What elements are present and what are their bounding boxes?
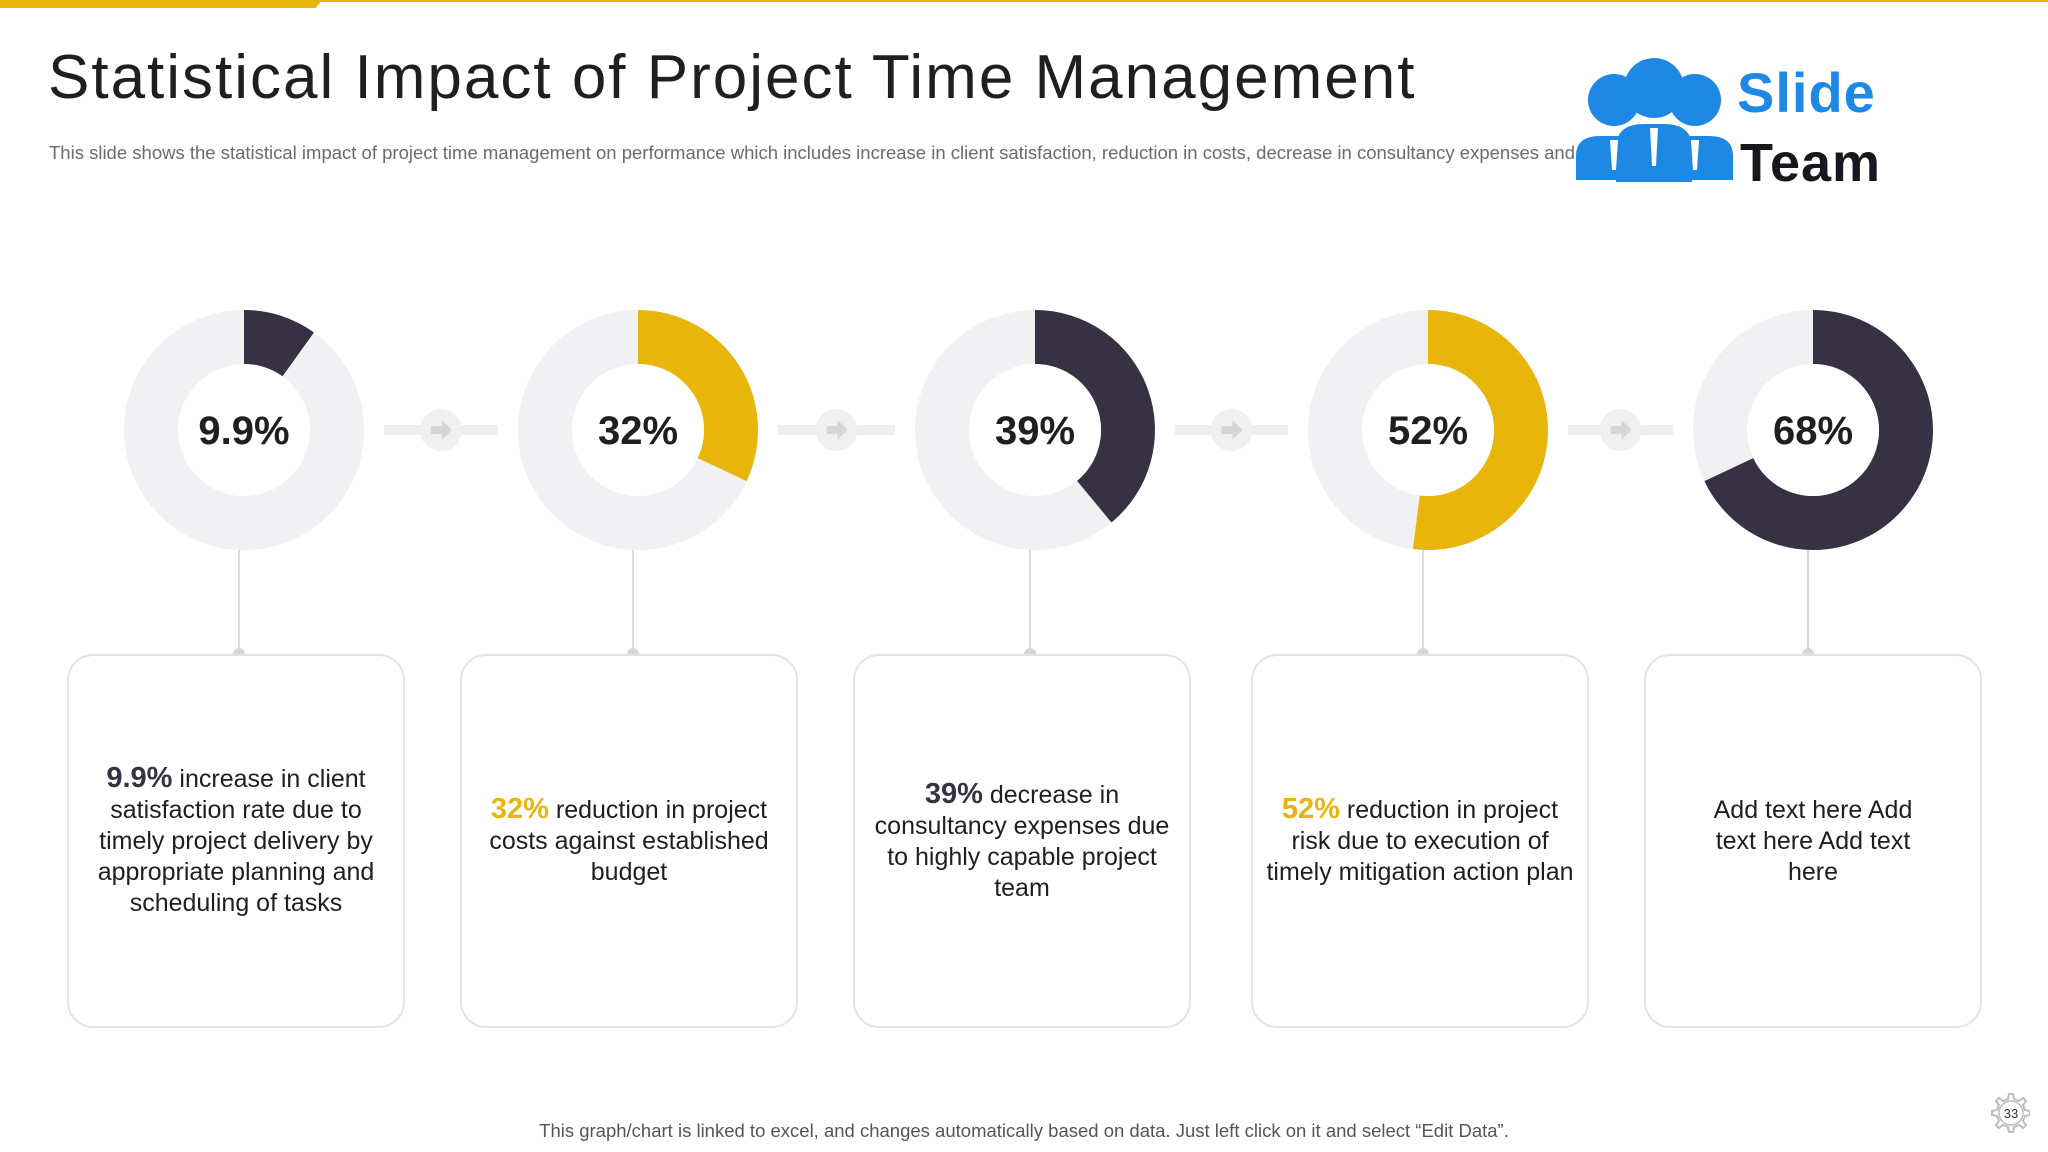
donut-label-1: 9.9% [198, 409, 289, 453]
arrow-right-icon [431, 420, 452, 440]
people-group-icon [1576, 58, 1733, 182]
card-text-2: 32% reduction in project costs against e… [469, 794, 789, 888]
donut-label-5: 68% [1773, 409, 1853, 453]
card-desc-5: Add text here Add text here Add text her… [1713, 796, 1913, 886]
info-card-1: 9.9% increase in client satisfaction rat… [67, 654, 405, 1028]
card-desc-4: reduction in project risk due to executi… [1266, 796, 1574, 886]
card-desc-1: increase in client satisfaction rate due… [97, 765, 375, 917]
top-accent-bar [0, 0, 322, 8]
donut-hole [969, 364, 1101, 496]
donut-hole [1362, 364, 1494, 496]
donut-segment-2 [638, 310, 758, 482]
card-value-1: 9.9% [106, 762, 173, 794]
donut-label-2: 32% [598, 409, 678, 453]
info-card-3: 39% decrease in consultancy expenses due… [853, 654, 1191, 1028]
donut-segment-5 [1704, 310, 1933, 551]
slideteam-logo: Slide Team [1572, 52, 1892, 193]
info-card-2: 32% reduction in project costs against e… [460, 654, 798, 1028]
logo-team-text: Team [1740, 133, 1882, 193]
donut-hole [178, 364, 310, 496]
card-text-1: 9.9% increase in client satisfaction rat… [76, 763, 396, 919]
donut-label-3: 39% [995, 409, 1075, 453]
card-value-3: 39% [924, 777, 983, 810]
info-card-4: 52% reduction in project risk due to exe… [1251, 654, 1589, 1028]
card-value-4: 52% [1281, 793, 1340, 825]
page-number-gear-icon: 33 [1991, 1093, 2030, 1133]
donut-hole [572, 364, 704, 496]
card-text-5: Add text here Add text here Add text her… [1713, 794, 1913, 888]
slide-subtitle: This slide shows the statistical impact … [49, 142, 1709, 163]
donut-segment-4 [1412, 310, 1548, 550]
info-card-5: Add text here Add text here Add text her… [1644, 654, 1982, 1028]
card-desc-2: reduction in project costs against estab… [489, 796, 769, 886]
arrow-right-icon [1221, 420, 1243, 440]
card-text-4: 52% reduction in project risk due to exe… [1260, 794, 1580, 888]
footer-note: This graph/chart is linked to excel, and… [539, 1120, 1509, 1141]
page-number: 33 [2004, 1106, 2018, 1121]
arrow-right-icon [1610, 420, 1632, 440]
logo-slide-text: Slide [1737, 61, 1876, 124]
arrow-right-icon [826, 420, 848, 440]
donut-segment-3 [1035, 310, 1156, 523]
slide-title: Statistical Impact of Project Time Manag… [48, 43, 1417, 112]
card-value-2: 32% [490, 793, 549, 825]
card-text-3: 39% decrease in consultancy expenses due… [862, 777, 1182, 904]
donut-segment-1 [244, 310, 314, 377]
card-desc-3: decrease in consultancy expenses due to … [874, 780, 1170, 902]
top-accent-line [0, 0, 2048, 2]
donut-label-4: 52% [1388, 409, 1468, 453]
donut-hole [1747, 364, 1879, 496]
